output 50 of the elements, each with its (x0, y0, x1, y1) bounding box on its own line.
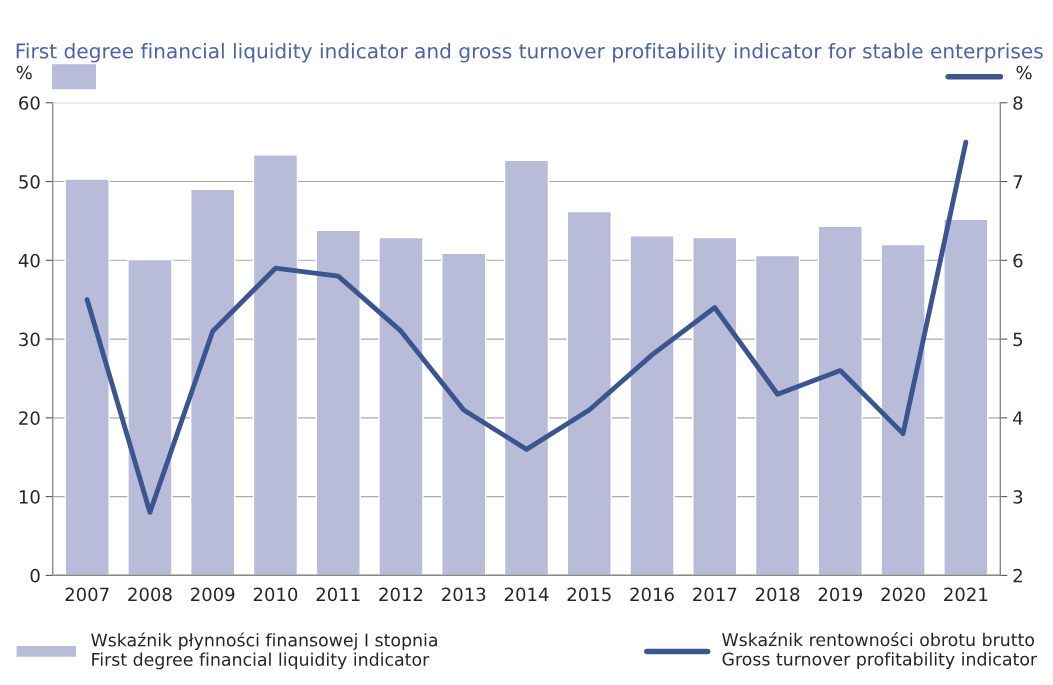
bar (943, 218, 989, 576)
y2-tick-label: 5 (1013, 332, 1023, 347)
bar (629, 235, 675, 576)
y2-tick-label: 7 (1013, 175, 1023, 189)
x-tick-label: 2019 (818, 587, 863, 602)
bar (190, 188, 236, 576)
y2-axis-title: % (1016, 65, 1032, 80)
bar (64, 178, 110, 576)
x-tick-label: 2021 (944, 587, 988, 602)
x-tick-label: 2017 (693, 587, 737, 602)
x-tick-label: 2012 (379, 587, 423, 602)
y-tick-label: 20 (19, 411, 40, 425)
y2-tick-label: 4 (1013, 411, 1023, 425)
bar (503, 159, 550, 576)
x-tick-label: 2008 (128, 587, 172, 602)
y-tick-label: 0 (30, 568, 40, 583)
y2-tick-label: 6 (1013, 253, 1023, 268)
bar (817, 225, 863, 576)
x-tick-label: 2015 (567, 587, 611, 602)
y-tick-label: 10 (19, 490, 40, 504)
legend-label: Wskaźnik rentowności obrotu brutto Gross turnover profitability indicator (722, 632, 1038, 670)
legend-label: Wskaźnik płynności finansowej I stopnia First degree financial liquidity indicator (91, 632, 437, 670)
y-tick-label: 30 (19, 332, 40, 347)
y-tick-label: 60 (19, 96, 40, 110)
y-tick-label: 40 (18, 253, 40, 268)
bar (692, 236, 738, 576)
x-tick-label: 2013 (442, 587, 486, 602)
y2-tick-label: 3 (1013, 490, 1023, 504)
bar (566, 210, 612, 576)
x-tick-label: 2020 (881, 587, 925, 602)
bar (441, 252, 487, 576)
line-series (84, 139, 969, 515)
chart-title: First degree financial liquidity indicator and gross turnover profitability indicator for stable enterprises (16, 43, 1043, 63)
x-tick-label: 2010 (253, 587, 298, 602)
x-tick-label: 2011 (316, 587, 360, 602)
bar (252, 154, 299, 576)
bar (754, 254, 801, 576)
y-axis-title: % (16, 65, 32, 80)
bar (880, 243, 926, 576)
y-tick-label: 50 (19, 174, 40, 189)
x-tick-label: 2018 (755, 587, 800, 602)
x-tick-label: 2007 (65, 587, 109, 602)
y2-tick-label: 8 (1013, 96, 1023, 110)
x-tick-label: 2009 (191, 587, 235, 602)
x-tick-label: 2016 (630, 587, 674, 602)
bar (378, 236, 424, 576)
bar (127, 258, 173, 576)
y2-tick-label: 2 (1013, 568, 1022, 583)
x-tick-label: 2014 (504, 587, 549, 602)
bar (315, 229, 361, 576)
